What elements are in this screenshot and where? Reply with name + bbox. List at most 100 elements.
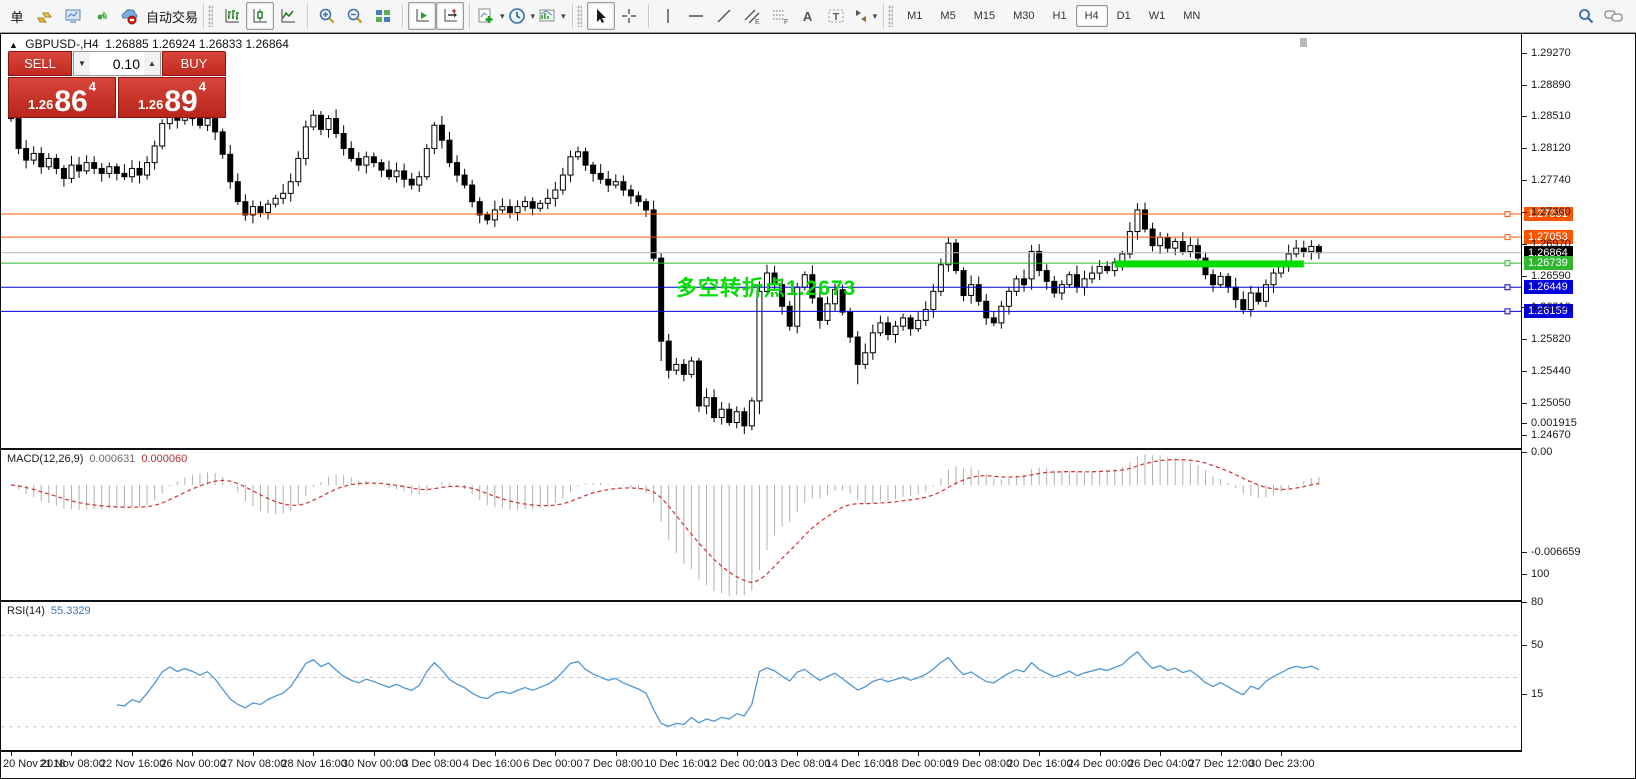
crosshair-button[interactable] [615, 2, 643, 30]
candle [1134, 209, 1141, 233]
new-order-button[interactable]: 单 [10, 9, 24, 25]
price-chart-pane[interactable] [1, 34, 1521, 448]
autotrading-icon[interactable] [115, 2, 143, 30]
vertical-line-button[interactable] [654, 2, 682, 30]
timeframe-m1[interactable]: M1 [907, 10, 923, 22]
terminal-icon[interactable] [59, 2, 87, 30]
price-tick-label: 1.27740 [1531, 174, 1571, 187]
candle [665, 340, 672, 371]
chart-shift-marker[interactable] [1300, 38, 1307, 47]
candle [1036, 250, 1043, 272]
macd-signal-line [10, 458, 1320, 584]
timeframe-mn[interactable]: MN [1183, 10, 1201, 22]
zoom-out-button[interactable] [341, 2, 369, 30]
chart-shift-button[interactable] [436, 2, 465, 30]
timeframe-h4[interactable]: H4 [1075, 5, 1108, 27]
timeframe-m15[interactable]: M15 [973, 10, 996, 22]
macd-pane[interactable] [1, 450, 1521, 600]
time-tick [192, 752, 194, 756]
time-tick [71, 752, 73, 756]
search-icon[interactable] [1572, 2, 1600, 30]
time-tick-label: 18 Dec 00:00 [886, 758, 952, 770]
chat-icon[interactable] [1600, 2, 1628, 30]
candle [280, 192, 287, 199]
candle [522, 201, 529, 208]
auto-scroll-button[interactable] [408, 2, 437, 30]
volume-decrease-button[interactable]: ▼ [74, 52, 90, 75]
line-anchor-marker [1504, 260, 1511, 267]
candle [544, 197, 551, 204]
zoom-in-button[interactable] [313, 2, 341, 30]
fibonacci-button[interactable]: F [766, 2, 794, 30]
time-tick [1281, 752, 1283, 756]
timeframe-w1[interactable]: W1 [1148, 10, 1166, 22]
rsi-tick-label: 100 [1531, 568, 1550, 580]
price-tick [1522, 243, 1527, 245]
candle [862, 352, 869, 365]
price-tick-label: 1.26590 [1531, 269, 1571, 282]
candle [1021, 278, 1028, 286]
equidistant-channel-button[interactable]: E [738, 2, 766, 30]
chevron-down-icon[interactable]: ▾ [530, 10, 536, 21]
text-button[interactable]: A [802, 8, 813, 24]
candle [968, 284, 975, 296]
channel-letter: E [755, 19, 760, 26]
candle [423, 147, 430, 178]
price-tick-label: 1.26970 [1531, 237, 1571, 250]
price-tick [1522, 434, 1527, 436]
timeframe-h1[interactable]: H1 [1052, 10, 1067, 22]
line-chart-button[interactable] [274, 2, 302, 30]
signal-icon[interactable] [87, 2, 115, 30]
candle [386, 169, 392, 178]
candle [953, 242, 959, 272]
candle [900, 317, 907, 327]
buy-price-button[interactable]: 1.26 89 4 [118, 77, 226, 118]
horizontal-line-button[interactable] [682, 2, 710, 30]
candle [847, 311, 854, 338]
chevron-down-icon[interactable]: ▾ [872, 10, 878, 21]
periods-button[interactable]: ▾ [506, 2, 537, 30]
candle [816, 297, 823, 321]
candle [635, 195, 642, 203]
collapse-triangle-icon[interactable]: ▲ [9, 40, 18, 50]
candle [227, 153, 234, 183]
new-chart-button[interactable]: ▾ [475, 2, 506, 30]
volume-increase-button[interactable]: ▲ [144, 52, 160, 75]
chevron-down-icon[interactable]: ▾ [500, 10, 505, 21]
candle [287, 181, 294, 194]
chevron-down-icon[interactable]: ▾ [561, 10, 566, 21]
rsi-pane[interactable] [1, 602, 1521, 750]
timeframe-d1[interactable]: D1 [1116, 10, 1131, 22]
candle [499, 206, 506, 211]
bars-chart-button[interactable] [218, 2, 246, 30]
arrows-button[interactable]: ▾ [850, 2, 879, 30]
time-axis[interactable]: 20 Nov 2018 21 Nov 08:00 22 Nov 16:00 26 No… [1, 752, 1521, 778]
timeframe-m5[interactable]: M5 [940, 10, 956, 22]
time-tick [1220, 752, 1222, 756]
candle [302, 126, 309, 159]
sell-button[interactable]: SELL [8, 51, 72, 76]
tile-windows-button[interactable] [369, 2, 397, 30]
candle [877, 322, 884, 334]
trendline-button[interactable] [710, 2, 738, 30]
candle [476, 201, 483, 216]
time-tick-label: 3 Dec 08:00 [402, 758, 462, 770]
sell-price-button[interactable]: 1.26 86 4 [8, 77, 116, 118]
templates-button[interactable]: ▾ [536, 2, 567, 30]
candlestick-chart-button[interactable] [246, 2, 275, 30]
time-tick-label: 27 Dec 12:00 [1188, 758, 1255, 770]
candle [1066, 274, 1073, 286]
cursor-button[interactable] [586, 2, 615, 30]
autotrading-label[interactable]: 自动交易 [146, 9, 199, 25]
price-axis[interactable]: 1.27331 1.27053 1.26864 1.26739 1.26449 1.261… [1521, 34, 1635, 752]
buy-button[interactable]: BUY [162, 51, 226, 76]
candle [824, 303, 831, 321]
timeframe-m30[interactable]: M30 [1013, 10, 1035, 22]
volume-input[interactable] [90, 52, 144, 75]
candle [461, 174, 468, 186]
candle [76, 164, 83, 172]
gold-bars-icon[interactable] [31, 2, 59, 30]
time-tick-label: 14 Dec 16:00 [825, 758, 892, 770]
text-label-button[interactable]: T [822, 2, 850, 30]
candle [854, 336, 861, 365]
